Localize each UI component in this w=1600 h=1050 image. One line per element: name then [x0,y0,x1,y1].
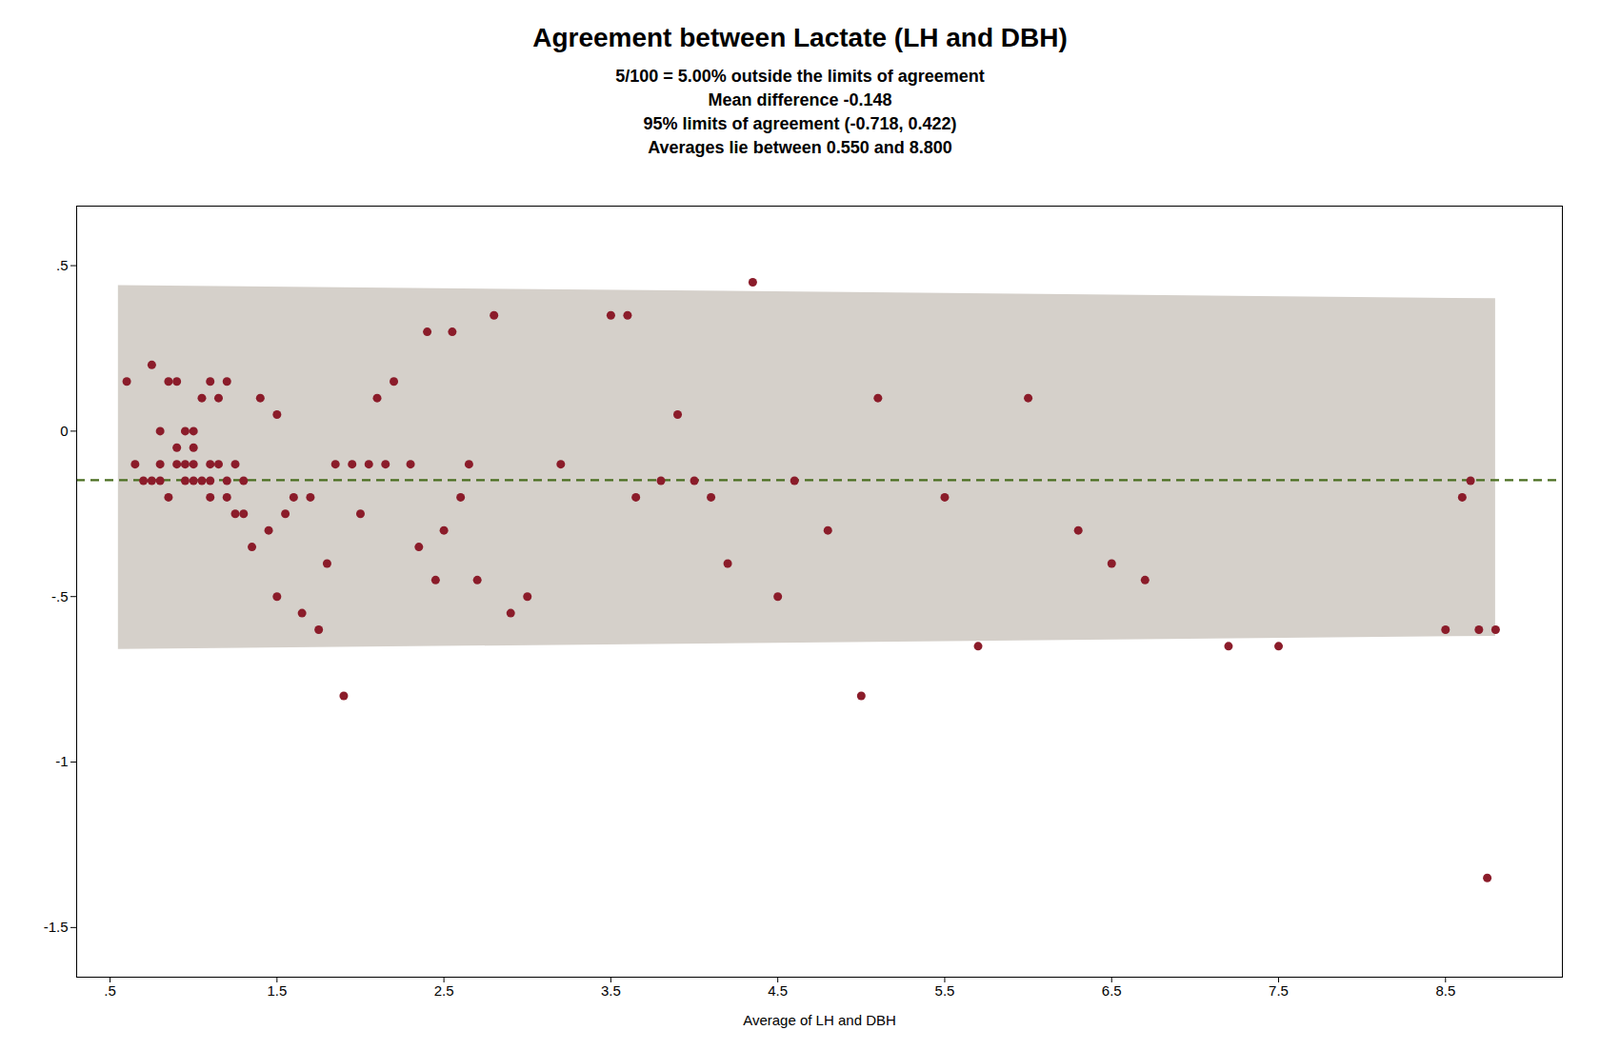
html-text:95% limits of agreement (-0.71: 95% limits of agreement (-0.718, 0.422) [643,114,957,134]
svg-text:7.5: 7.5 [1268,982,1289,1000]
svg-text:-1.5: -1.5 [43,919,69,936]
svg-text:0: 0 [60,422,68,440]
svg-text:-1: -1 [55,753,68,770]
svg-text:1.5: 1.5 [266,982,287,1000]
svg-text:Average of LH and DBH: Average of LH and DBH [742,1012,897,1029]
html-text:Agreement between Lactate (LH: Agreement between Lactate (LH and DBH) [532,22,1068,53]
svg-text:5.5: 5.5 [935,982,956,1000]
html-text:Mean difference -0.148: Mean difference -0.148 [708,90,892,110]
svg-text:6.5: 6.5 [1101,982,1122,1000]
svg-text:.5: .5 [56,257,69,274]
html-text:5/100 = 5.00% outside the limi: 5/100 = 5.00% outside the limits of agre… [615,66,985,86]
svg-text:-.5: -.5 [51,588,69,605]
svg-text:4.5: 4.5 [767,982,788,1000]
svg-text:3.5: 3.5 [600,982,621,1000]
html-text:Averages lie between 0.550 and: Averages lie between 0.550 and 8.800 [647,138,953,158]
svg-text:8.5: 8.5 [1435,982,1456,1000]
svg-text:2.5: 2.5 [434,982,455,1000]
svg-text:.5: .5 [103,982,117,1000]
